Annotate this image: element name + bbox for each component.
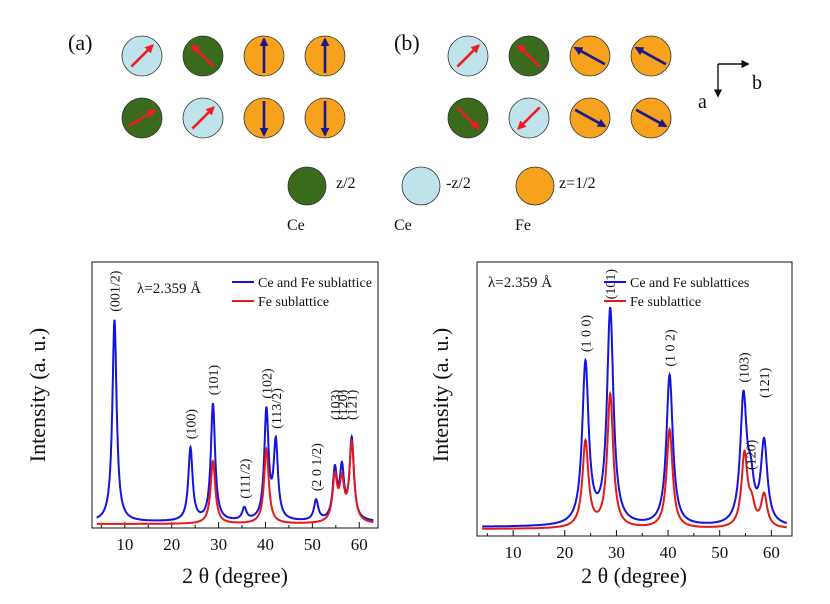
- x-tick-label: 50: [711, 543, 728, 562]
- legend-ce-down-circle: [401, 166, 441, 206]
- x-tick-label: 20: [556, 543, 573, 562]
- lattice-axes: b a: [698, 59, 762, 113]
- peak-label: (103): [737, 352, 752, 383]
- panel-a-label: (a): [68, 30, 92, 55]
- legend-fe-label: Fe sublattice: [630, 295, 701, 310]
- y-axis-label: Intensity (a. u.): [25, 328, 50, 462]
- legend-total-label: Ce and Fe sublattices: [630, 276, 749, 291]
- peak-label: (1 0 2): [664, 329, 679, 367]
- diffraction-chart-left: 10 20 30 40 50 60 (001/2) (100) (101) (111/2) (10…: [25, 261, 379, 588]
- panel-b-label: (b): [394, 30, 420, 55]
- total-curve: [96, 319, 374, 522]
- legend-ce-up-element: Ce: [287, 217, 305, 234]
- x-tick-label: 40: [660, 543, 677, 562]
- spin-arrow: [517, 106, 541, 130]
- y-axis-label: Intensity (a. u.): [428, 328, 453, 462]
- peak-label: (102): [260, 368, 275, 399]
- x-tick-label: 10: [116, 535, 133, 554]
- x-tick-label: 60: [351, 535, 368, 554]
- spin-structure-b: [447, 35, 672, 139]
- peak-label: (121): [346, 389, 361, 420]
- spin-arrow: [574, 108, 607, 128]
- spin-arrow: [634, 46, 667, 66]
- peak-label: (2 0 1/2): [310, 443, 325, 492]
- spin-arrow: [191, 106, 215, 130]
- plot-frame: [91, 261, 379, 529]
- peak-label: (101): [604, 269, 619, 300]
- total-curve: [482, 307, 788, 528]
- spin-arrow: [517, 44, 541, 68]
- spin-arrow: [128, 109, 157, 127]
- b-axis-label: b: [752, 72, 762, 94]
- plot-frame: [476, 261, 793, 537]
- peak-label: (1 0 0): [579, 315, 594, 353]
- x-tick-label: 40: [257, 535, 274, 554]
- peak-label: (100): [184, 409, 199, 440]
- x-tick-label: 30: [608, 543, 625, 562]
- spin-arrow: [573, 46, 606, 66]
- atom-legend: z/2 Ce -z/2 Ce z=1/2 Fe: [287, 166, 596, 234]
- legend-fe-label: Fe sublattice: [258, 295, 329, 310]
- fe-curve: [96, 438, 374, 525]
- x-tick-label: 60: [763, 543, 780, 562]
- legend-ce-up-circle: [287, 166, 327, 206]
- x-tick-label: 30: [210, 535, 227, 554]
- peak-label: (113/2): [270, 388, 285, 429]
- spin-arrow: [191, 44, 215, 68]
- peak-label: (001/2): [109, 270, 124, 312]
- spin-arrow: [635, 108, 668, 128]
- spin-arrow: [456, 106, 480, 130]
- peak-label: (111/2): [238, 458, 253, 499]
- x-axis-label: 2 θ (degree): [581, 563, 687, 588]
- legend-fe-coord: z=1/2: [559, 175, 596, 192]
- spin-arrow: [456, 44, 480, 68]
- wavelength-label: λ=2.359 Å: [137, 281, 201, 297]
- peak-label: (120): [336, 389, 351, 420]
- fe-curve: [482, 390, 787, 530]
- x-tick-label: 10: [505, 543, 522, 562]
- legend-ce-down-element: Ce: [394, 217, 412, 234]
- legend-fe-element: Fe: [515, 217, 531, 234]
- x-tick-label: 20: [163, 535, 180, 554]
- a-axis-label: a: [698, 91, 707, 113]
- peak-label: (120): [745, 439, 760, 470]
- legend-fe-circle: [515, 166, 555, 206]
- x-tick-label: 50: [304, 535, 321, 554]
- spin-structure-a: [121, 35, 346, 139]
- spin-arrow: [130, 44, 154, 68]
- x-axis-label: 2 θ (degree): [182, 563, 288, 588]
- peak-label: (121): [758, 367, 773, 398]
- legend-total-label: Ce and Fe sublattice: [258, 276, 372, 291]
- legend-ce-down-coord: -z/2: [446, 175, 471, 192]
- peak-label: (101): [207, 365, 222, 396]
- legend-ce-up-coord: z/2: [336, 175, 356, 192]
- wavelength-label: λ=2.359 Å: [488, 275, 552, 291]
- diffraction-chart-right: 10 20 30 40 50 60 (1 0 0) (101) (1 0 2) (103) (12…: [428, 261, 793, 588]
- peak-label: (103): [329, 389, 344, 420]
